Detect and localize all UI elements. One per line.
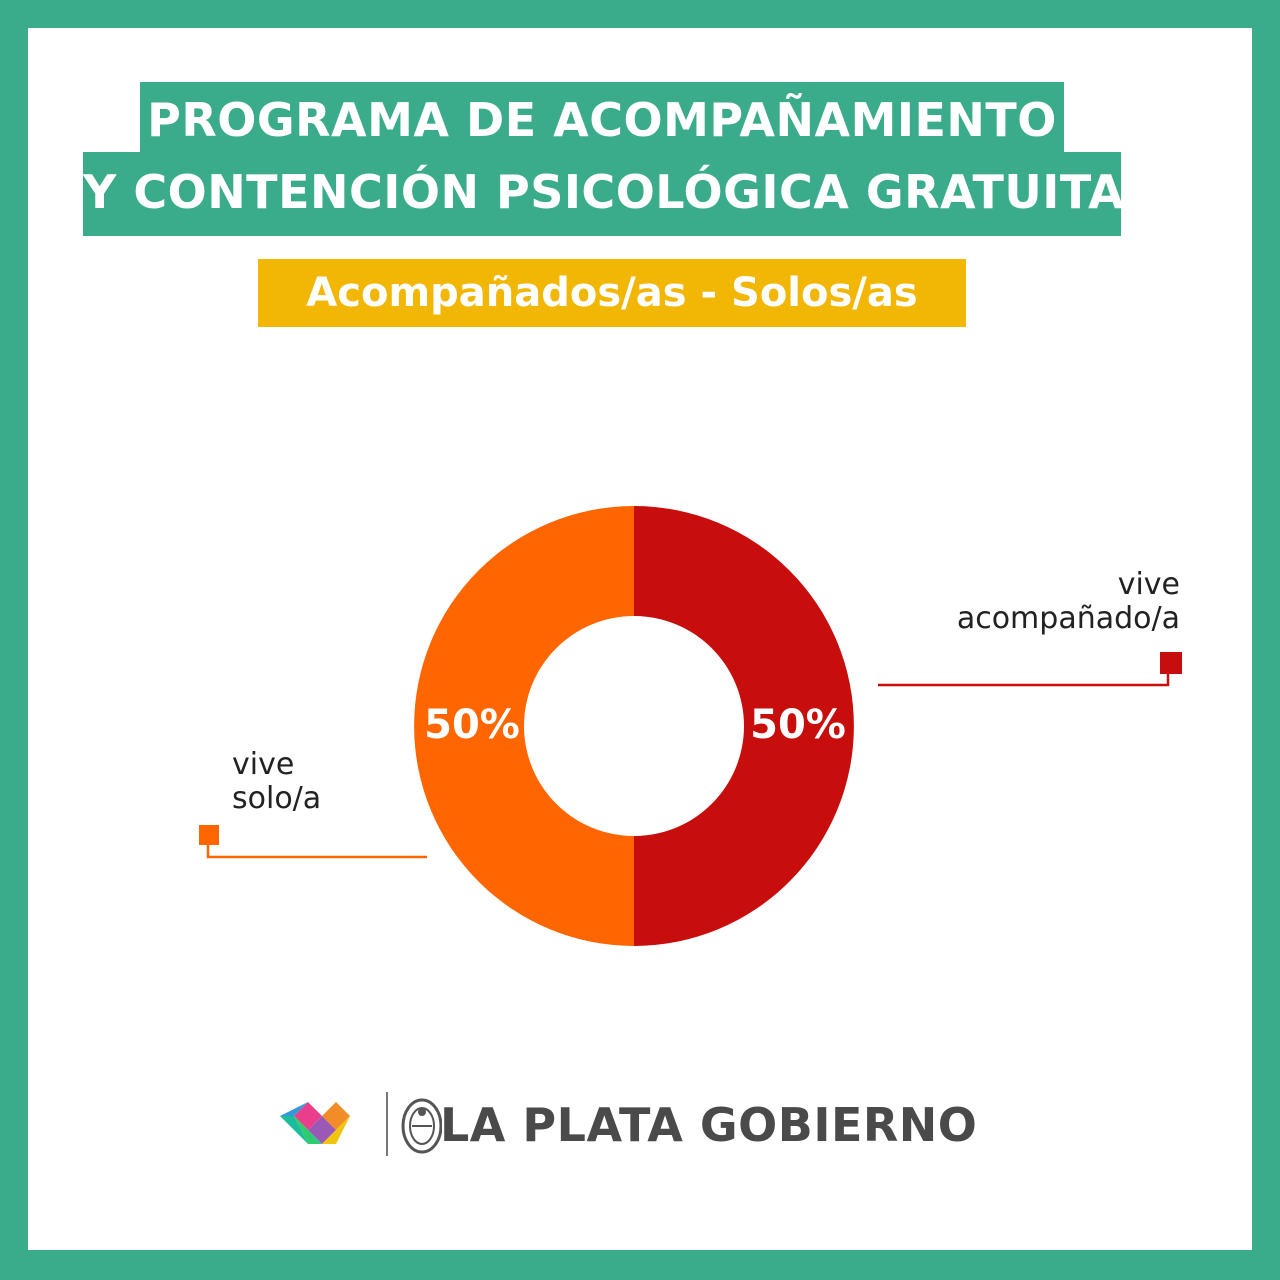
legend-label-acompanado-line1: vive: [1117, 567, 1180, 602]
title-line-2: Y CONTENCIÓN PSICOLÓGICA GRATUITA: [83, 152, 1124, 236]
leader-acompanado: [878, 652, 1182, 687]
title-line-1: PROGRAMA DE ACOMPAÑAMIENTO: [140, 82, 1064, 156]
legend-marker-solo: [199, 825, 219, 845]
legend-label-acompanado: vive acompañado/a: [957, 568, 1180, 636]
value-label-solo: 50%: [424, 702, 520, 748]
legend-label-acompanado-line2: acompañado/a: [956, 601, 1180, 636]
slice-solo: [414, 506, 634, 946]
seal-icon: [401, 1098, 442, 1154]
slice-acompanado: [634, 506, 854, 946]
leader-solo: [199, 825, 427, 859]
legend-label-solo-line2: solo/a: [232, 781, 322, 816]
legend-label-solo: vive solo/a: [205, 748, 321, 816]
value-label-acompanado: 50%: [750, 702, 846, 748]
footer-brand: LA PLATA GOBIERNO: [440, 1098, 978, 1152]
subtitle: Acompañados/as - Solos/as: [258, 259, 966, 327]
footer-logos: [280, 1092, 442, 1156]
legend-marker-acompanado: [1160, 652, 1182, 674]
heart-logo-icon: [280, 1102, 350, 1144]
legend-label-solo-line1: vive: [232, 747, 295, 782]
footer: LA PLATA GOBIERNO: [272, 1090, 977, 1160]
